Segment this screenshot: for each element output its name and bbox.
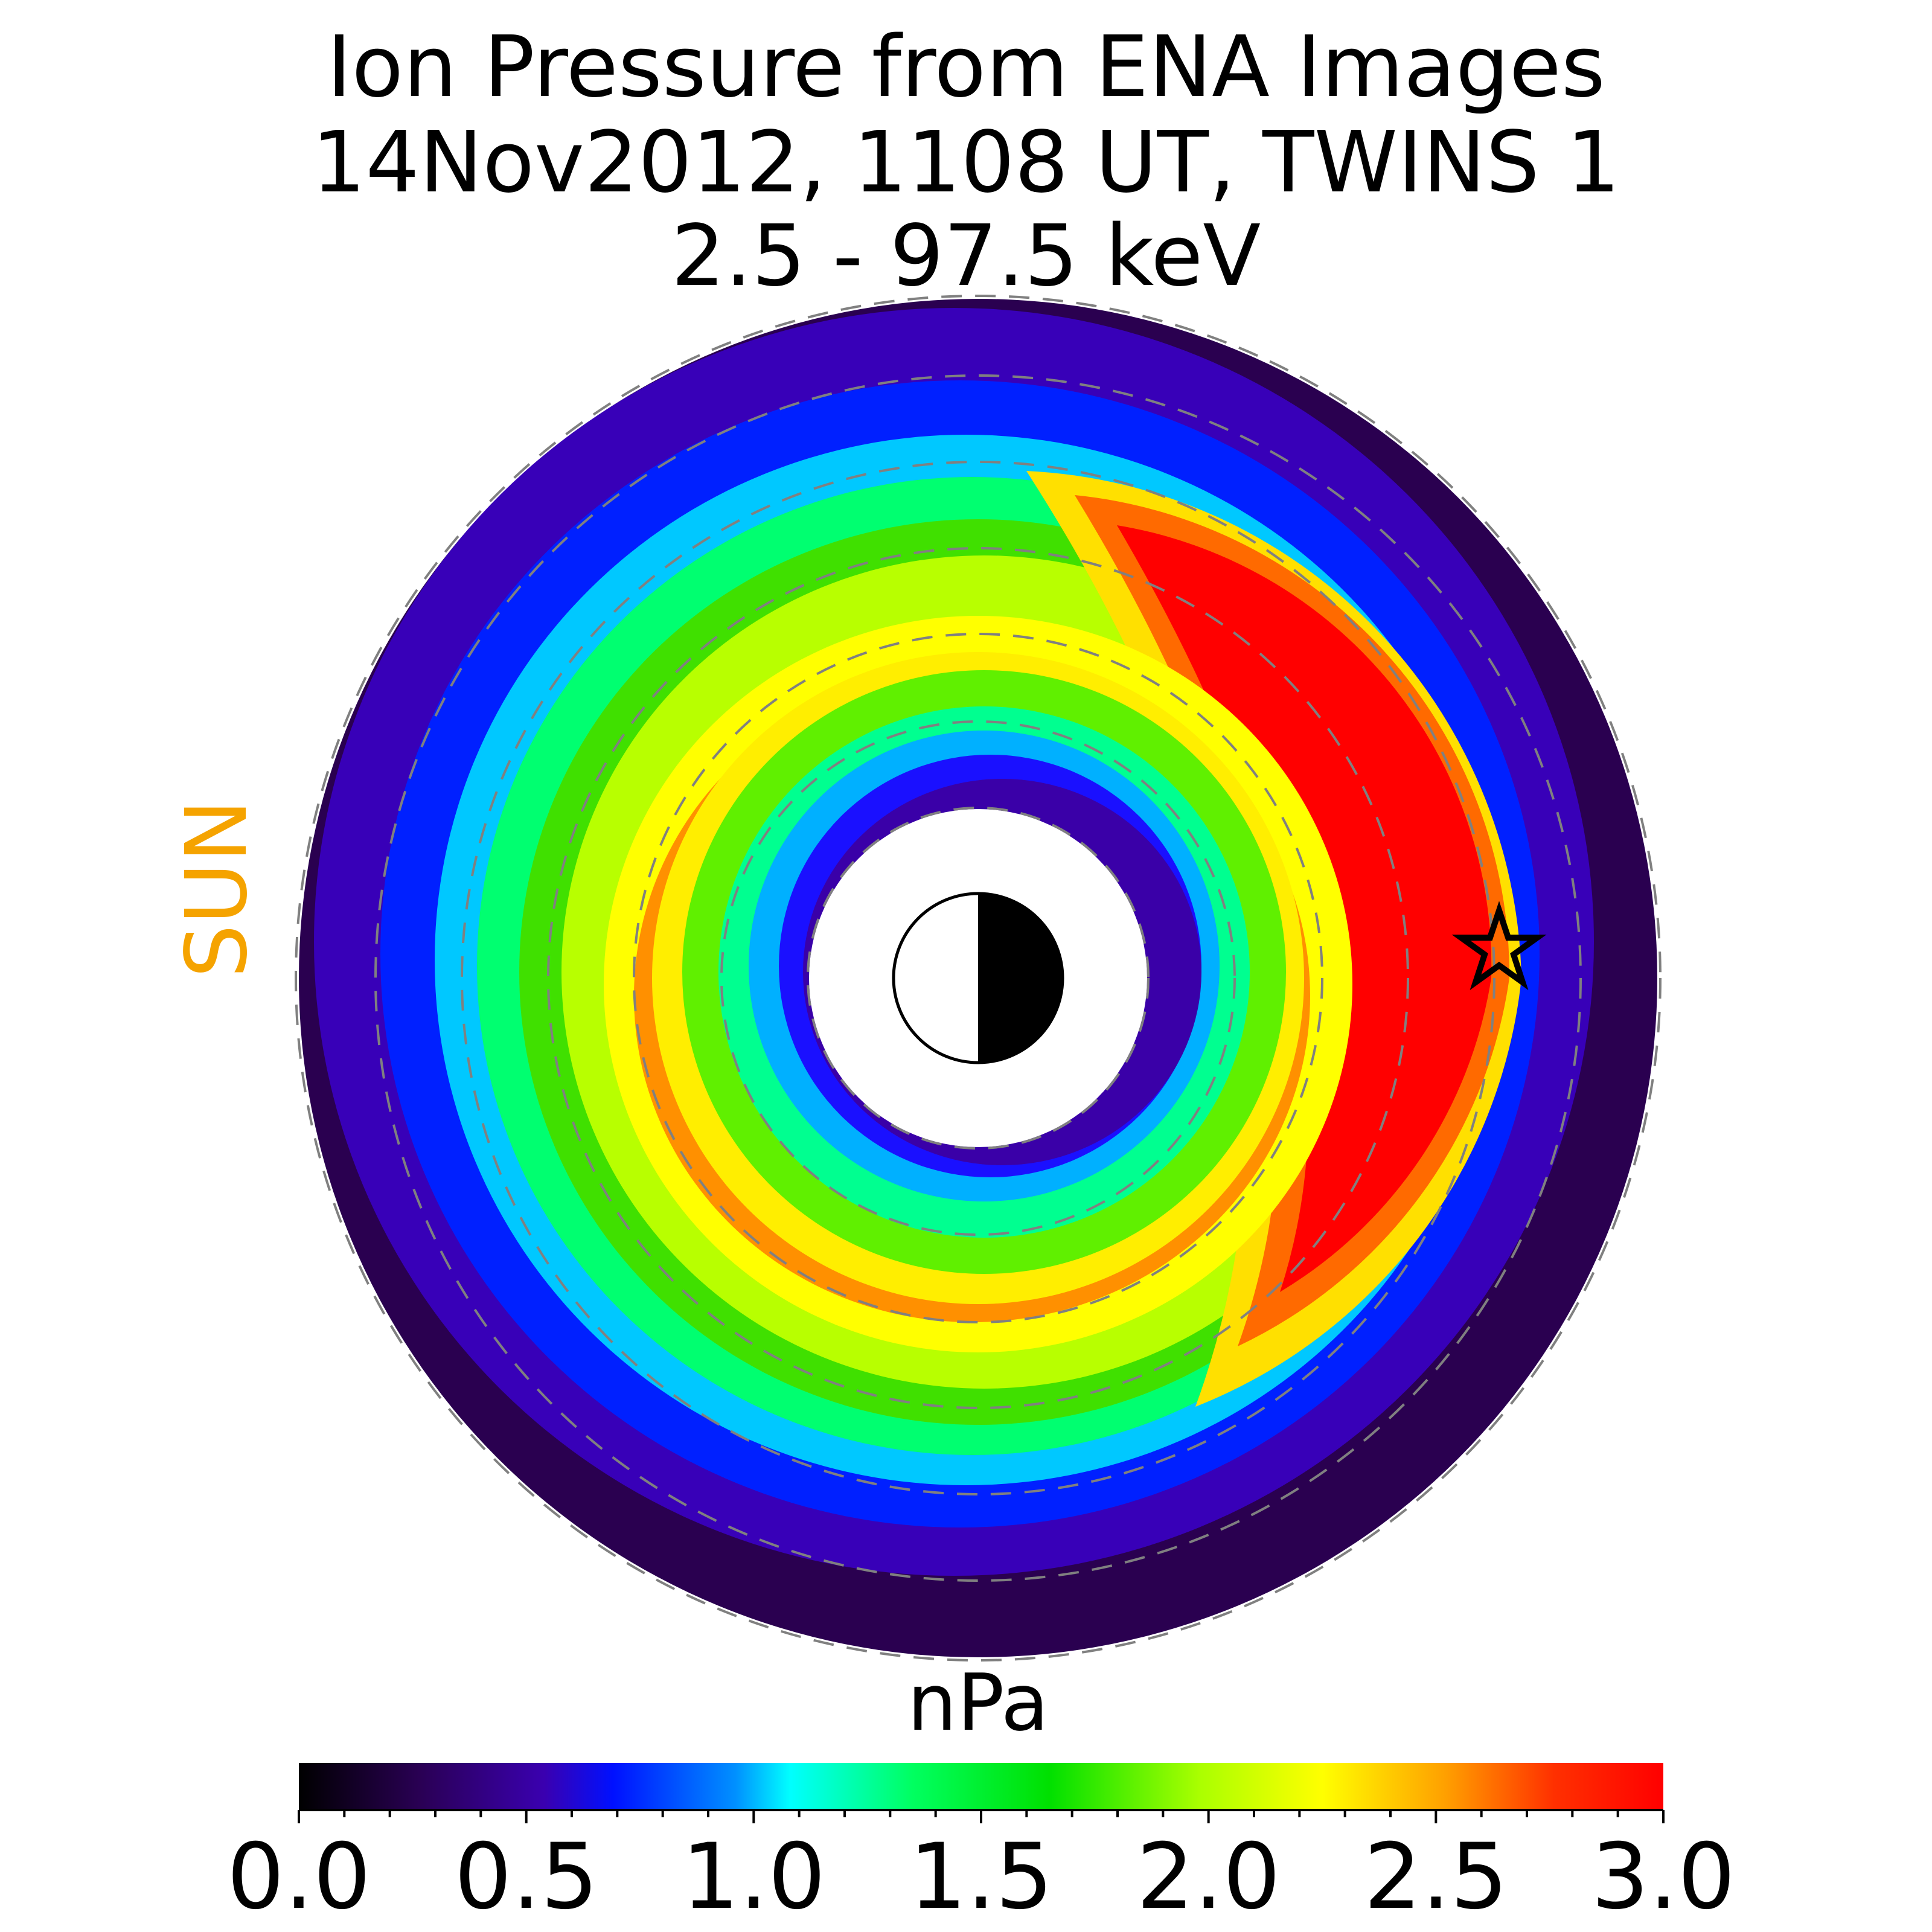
grid-circle [720, 720, 1236, 1236]
grid-circle [633, 633, 1323, 1323]
colorbar-tick-label: 1.0 [682, 1825, 826, 1930]
grid-circle [295, 295, 1662, 1662]
earth-icon [892, 892, 1064, 1064]
grid-circle [374, 374, 1582, 1582]
colorbar-tick-label: 2.5 [1364, 1825, 1508, 1930]
dashed-grid-circles [295, 295, 1662, 1662]
colorbar-tick-label: 3.0 [1591, 1825, 1736, 1930]
title-line-3: 2.5 - 97.5 keV [671, 207, 1261, 305]
title-line-1: Ion Pressure from ENA Images [327, 18, 1605, 117]
title-line-2: 14Nov2012, 1108 UT, TWINS 1 [312, 114, 1620, 212]
colorbar-gradient [299, 1763, 1663, 1810]
colorbar-tick-label: 2.0 [1136, 1825, 1281, 1930]
colorbar-tick-label: 0.5 [454, 1825, 598, 1930]
colorbar-tick-label: 0.0 [227, 1825, 371, 1930]
colorbar-unit-label: nPa [907, 1657, 1049, 1748]
grid-circle [461, 461, 1495, 1495]
colorbar-ticks: 0.0 0.5 1.0 1.5 2.0 2.5 3.0 [227, 1809, 1736, 1930]
colorbar-tick-label: 1.5 [909, 1825, 1054, 1930]
sun-direction-label: SUN [168, 799, 266, 978]
grid-circle [807, 807, 1150, 1150]
colorbar: 0.0 0.5 1.0 1.5 2.0 2.5 3.0 [227, 1763, 1736, 1930]
grid-circle [547, 547, 1409, 1409]
star-icon [1451, 901, 1547, 990]
